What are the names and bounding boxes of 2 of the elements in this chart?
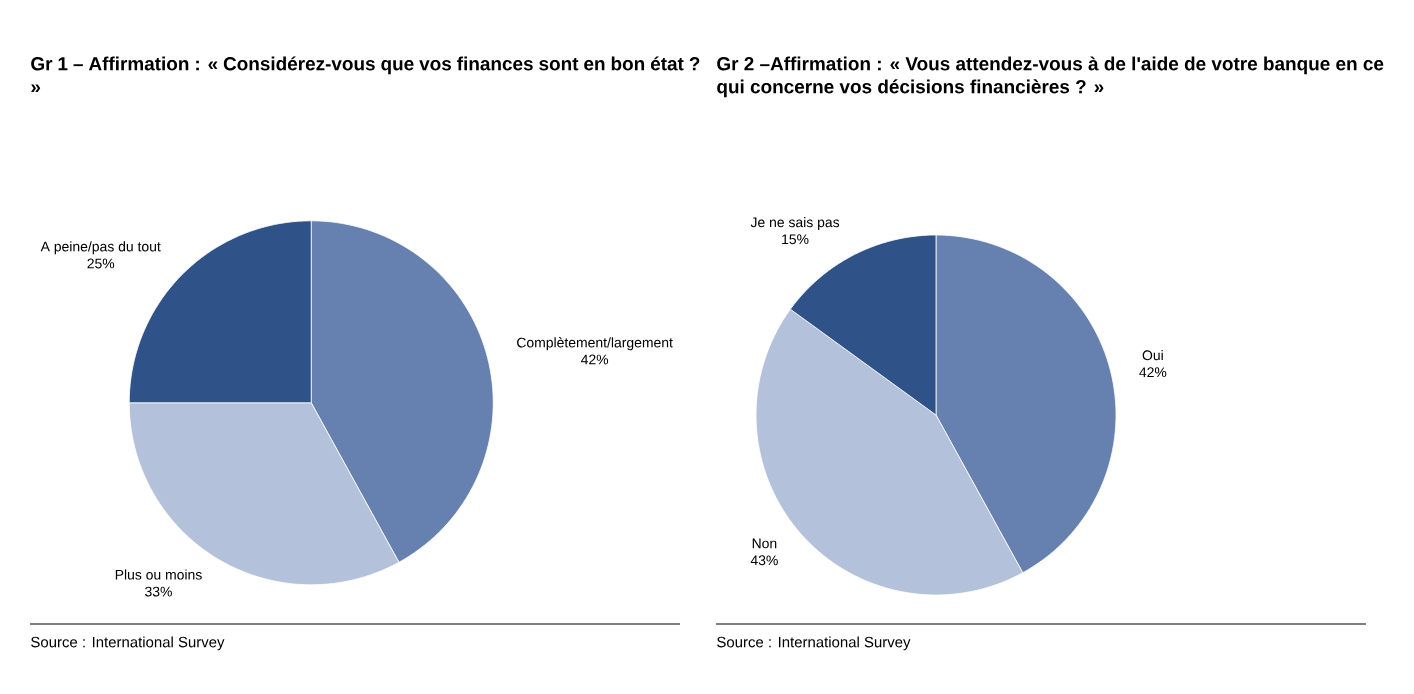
chart-title: Gr 1 – Affirmation : « Considérez-vous que vos finances sont en bon état ? » <box>31 56 700 92</box>
chart-title: Gr 2 –Affirmation : « Vous attendez-vous à de l'aide de votre banque en ce qui concerne vos décisions financières ? » <box>717 56 1384 98</box>
